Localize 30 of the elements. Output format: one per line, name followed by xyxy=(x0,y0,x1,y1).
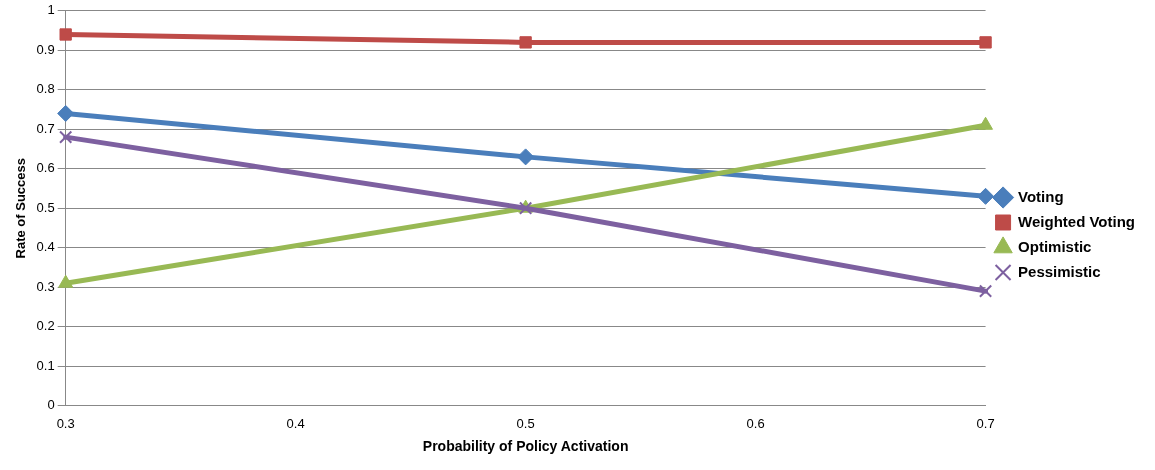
point xyxy=(58,274,74,288)
y-tick-label: 0.4 xyxy=(36,239,55,255)
point xyxy=(57,104,75,122)
y-tick-label: 0.5 xyxy=(36,199,55,215)
point xyxy=(517,148,535,166)
point xyxy=(977,187,995,205)
y-tick-label: 0.2 xyxy=(36,318,55,334)
x-tick-label: 0.4 xyxy=(286,415,305,431)
x-tick-label: 0.7 xyxy=(976,415,995,431)
x-tick-label: 0.5 xyxy=(516,415,535,431)
y-tick-label: 1 xyxy=(47,2,55,18)
y-axis-title: Rate of Success xyxy=(13,157,29,259)
legend-label: Voting xyxy=(1018,187,1064,205)
point xyxy=(519,36,532,49)
legend-label: Optimistic xyxy=(1018,237,1092,255)
x-axis-title: Probability of Policy Activation xyxy=(422,438,629,455)
y-tick-label: 0.1 xyxy=(36,357,55,373)
point xyxy=(979,36,992,49)
y-tick-label: 0.3 xyxy=(36,278,55,294)
legend-label: Weighted Voting xyxy=(1018,212,1136,230)
point xyxy=(978,116,993,130)
y-tick-label: 0.7 xyxy=(36,120,55,136)
legend-label: Pessimistic xyxy=(1018,262,1101,280)
y-tick-label: 0.8 xyxy=(36,81,55,97)
y-tick-label: 0.6 xyxy=(36,160,55,176)
y-tick-label: 0.9 xyxy=(36,41,55,57)
y-tick-label: 0 xyxy=(47,397,55,413)
point xyxy=(59,28,72,41)
x-tick-label: 0.6 xyxy=(746,415,765,431)
point xyxy=(978,284,993,298)
